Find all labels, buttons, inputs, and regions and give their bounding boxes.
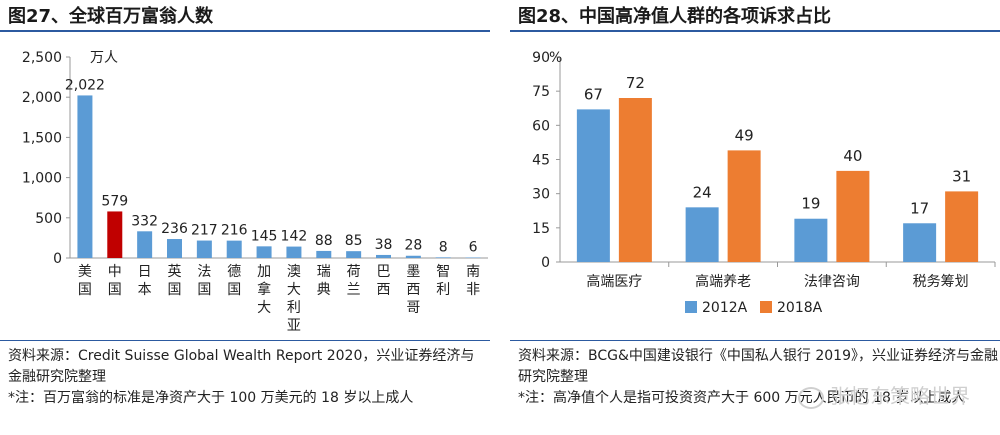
data-label: 17 (910, 199, 929, 217)
bar (286, 246, 302, 258)
right-source: 资料来源：BCG&中国建设银行《中国私人银行 2019》，兴业证券经济与金融研究… (518, 346, 998, 409)
unit-label: 万人 (90, 50, 118, 66)
x-tick-label: 德国 (227, 264, 241, 298)
data-label: 28 (404, 238, 422, 254)
legend-label: 2018A (777, 300, 823, 316)
y-tick-label: 90 (532, 50, 550, 66)
data-label: 19 (801, 195, 820, 213)
right-source-text: 资料来源：BCG&中国建设银行《中国私人银行 2019》，兴业证券经济与金融研究… (518, 348, 998, 385)
bar (256, 246, 272, 258)
bar (137, 231, 153, 258)
right-chart-title: 图28、中国高净值人群的各项诉求占比 (518, 6, 832, 27)
y-tick-label: 45 (532, 153, 550, 169)
x-tick-label: 墨西哥 (406, 264, 420, 316)
bar (226, 240, 242, 258)
right-panel: 图28、中国高净值人群的各项诉求占比 0 15 30 45 60 75 90% 67 72 高端医… (510, 0, 1000, 435)
wechat-icon (798, 386, 824, 409)
data-label: 2,022 (65, 77, 105, 93)
bar (107, 211, 123, 258)
bar (727, 150, 761, 262)
data-label: 38 (375, 237, 393, 253)
data-label: 217 (191, 223, 218, 239)
left-bottom-rule (0, 340, 490, 341)
left-chart-title: 图27、全球百万富翁人数 (8, 6, 214, 27)
data-label: 8 (439, 239, 448, 255)
data-label: 88 (315, 233, 333, 249)
data-label: 145 (251, 228, 278, 244)
data-label: 49 (735, 126, 754, 144)
x-tick-label: 高端医疗 (586, 273, 642, 290)
right-bar-chart: 0 15 30 45 60 75 90 % 67 72 高端医疗 24 49 高端养老 19 40 法律咨询 17… (532, 50, 996, 316)
bar (77, 95, 93, 258)
bar (316, 250, 332, 258)
data-label: 6 (469, 240, 478, 256)
bar (376, 254, 391, 258)
bar (794, 218, 828, 262)
y-tick-label: 500 (35, 211, 62, 227)
data-label: 216 (221, 223, 248, 239)
data-label: 236 (161, 221, 188, 237)
data-label: 85 (345, 233, 363, 249)
y-tick-label: 1,000 (22, 171, 62, 187)
right-title-rule (510, 30, 1000, 32)
bar (945, 191, 979, 262)
bar (618, 98, 652, 262)
data-label: 579 (101, 193, 128, 209)
x-tick-label: 中国 (108, 264, 122, 298)
x-tick-label: 法律咨询 (804, 274, 860, 290)
data-label: 40 (843, 147, 862, 165)
bar (167, 239, 182, 258)
x-tick-label: 巴西 (377, 264, 391, 298)
y-tick-label: 0 (541, 255, 550, 271)
x-tick-label: 美国 (78, 264, 92, 298)
data-label: 31 (952, 167, 971, 185)
y-tick-label: 30 (532, 187, 550, 203)
bar (346, 251, 362, 258)
x-tick-label: 南非 (466, 264, 480, 298)
left-panel: 图27、全球百万富翁人数 0 500 1,000 1,500 2,000 2,500 万人 2… (0, 0, 490, 435)
left-title-rule (0, 30, 490, 32)
watermark: 张忆东策略世界 (798, 380, 970, 409)
legend-swatch (760, 301, 772, 313)
left-note-text: *注：百万富翁的标准是净资产大于 100 万美元的 18 岁以上成人 (8, 390, 414, 406)
bar (685, 207, 719, 262)
y-tick-label: 1,500 (22, 130, 62, 146)
data-label: 142 (281, 229, 308, 245)
x-tick-label: 智利 (436, 264, 450, 298)
x-tick-label: 法国 (197, 264, 211, 298)
bar (903, 223, 937, 262)
bar (405, 255, 421, 258)
legend-label: 2012A (702, 300, 748, 316)
data-label: 24 (693, 183, 712, 201)
data-label: 67 (584, 85, 603, 103)
bar (836, 170, 870, 262)
y-tick-label: 75 (532, 84, 550, 100)
bar (196, 240, 212, 258)
x-tick-label: 税务筹划 (913, 273, 969, 290)
bar (435, 257, 451, 258)
x-tick-label: 日本 (138, 264, 152, 298)
y-tick-label: 2,500 (22, 50, 62, 66)
legend-swatch (685, 301, 697, 313)
x-tick-label: 加拿大 (257, 264, 271, 316)
left-source: 资料来源：Credit Suisse Global Wealth Report … (8, 346, 488, 409)
x-tick-label: 高端养老 (695, 273, 751, 290)
data-label: 72 (626, 74, 645, 92)
y-tick-label: 60 (532, 118, 550, 134)
right-bottom-rule (510, 340, 1000, 341)
x-tick-label: 瑞典 (317, 264, 331, 298)
y-tick-label: 15 (532, 221, 550, 237)
data-label: 332 (131, 213, 158, 229)
left-source-text: 资料来源：Credit Suisse Global Wealth Report … (8, 348, 475, 385)
y-tick-label: 0 (53, 251, 62, 267)
watermark-text: 张忆东策略世界 (830, 384, 970, 408)
bar (576, 109, 610, 262)
x-tick-label: 澳大利亚 (287, 264, 301, 334)
x-tick-label: 荷兰 (347, 264, 361, 298)
right-note-text: *注：高净值个人是指可投资资产大于 600 万元人民币的 18 岁以上成人 (518, 390, 966, 406)
x-tick-label: 英国 (168, 263, 182, 298)
y-tick-label: 2,000 (22, 90, 62, 106)
unit-label: % (549, 50, 562, 66)
left-bar-chart: 0 500 1,000 1,500 2,000 2,500 万人 2,022 美国 579 中国 33… (22, 50, 488, 334)
